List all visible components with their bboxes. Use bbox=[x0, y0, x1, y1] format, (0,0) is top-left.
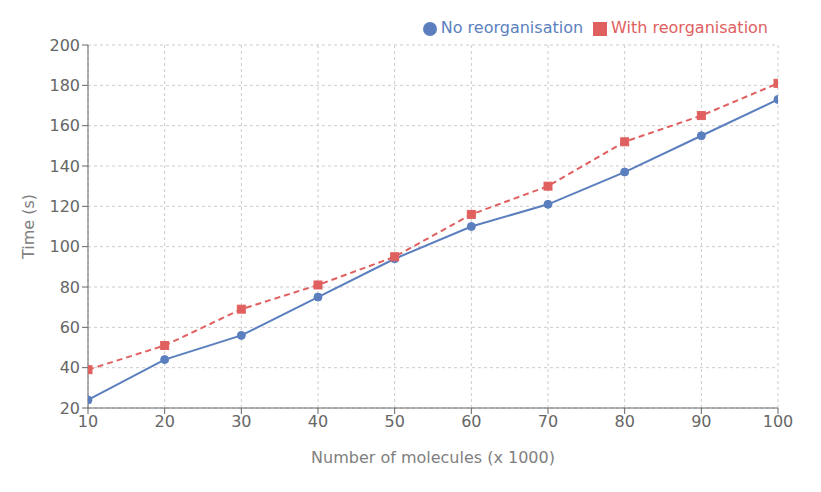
svg-text:Number of molecules (x 1000): Number of molecules (x 1000) bbox=[311, 448, 555, 467]
svg-text:10: 10 bbox=[78, 412, 98, 431]
svg-text:40: 40 bbox=[60, 358, 80, 377]
svg-text:20: 20 bbox=[60, 399, 80, 418]
svg-text:120: 120 bbox=[49, 197, 80, 216]
html-text:No reorganisation: No reorganisation bbox=[440, 18, 584, 37]
svg-text:100: 100 bbox=[49, 237, 80, 256]
svg-text:60: 60 bbox=[60, 318, 80, 337]
svg-text:180: 180 bbox=[49, 76, 80, 95]
svg-text:70: 70 bbox=[538, 412, 558, 431]
svg-text:60: 60 bbox=[461, 412, 481, 431]
svg-text:100: 100 bbox=[763, 412, 794, 431]
svg-text:160: 160 bbox=[49, 116, 80, 135]
svg-text:40: 40 bbox=[308, 412, 328, 431]
svg-text:Time (s): Time (s) bbox=[19, 194, 38, 260]
svg-text:90: 90 bbox=[691, 412, 711, 431]
svg-text:20: 20 bbox=[154, 412, 174, 431]
svg-text:80: 80 bbox=[614, 412, 634, 431]
svg-text:30: 30 bbox=[231, 412, 251, 431]
svg-text:200: 200 bbox=[49, 36, 80, 55]
svg-text:50: 50 bbox=[384, 412, 404, 431]
html-text:With reorganisation: With reorganisation bbox=[611, 18, 768, 37]
svg-text:80: 80 bbox=[60, 278, 80, 297]
svg-text:140: 140 bbox=[49, 157, 80, 176]
